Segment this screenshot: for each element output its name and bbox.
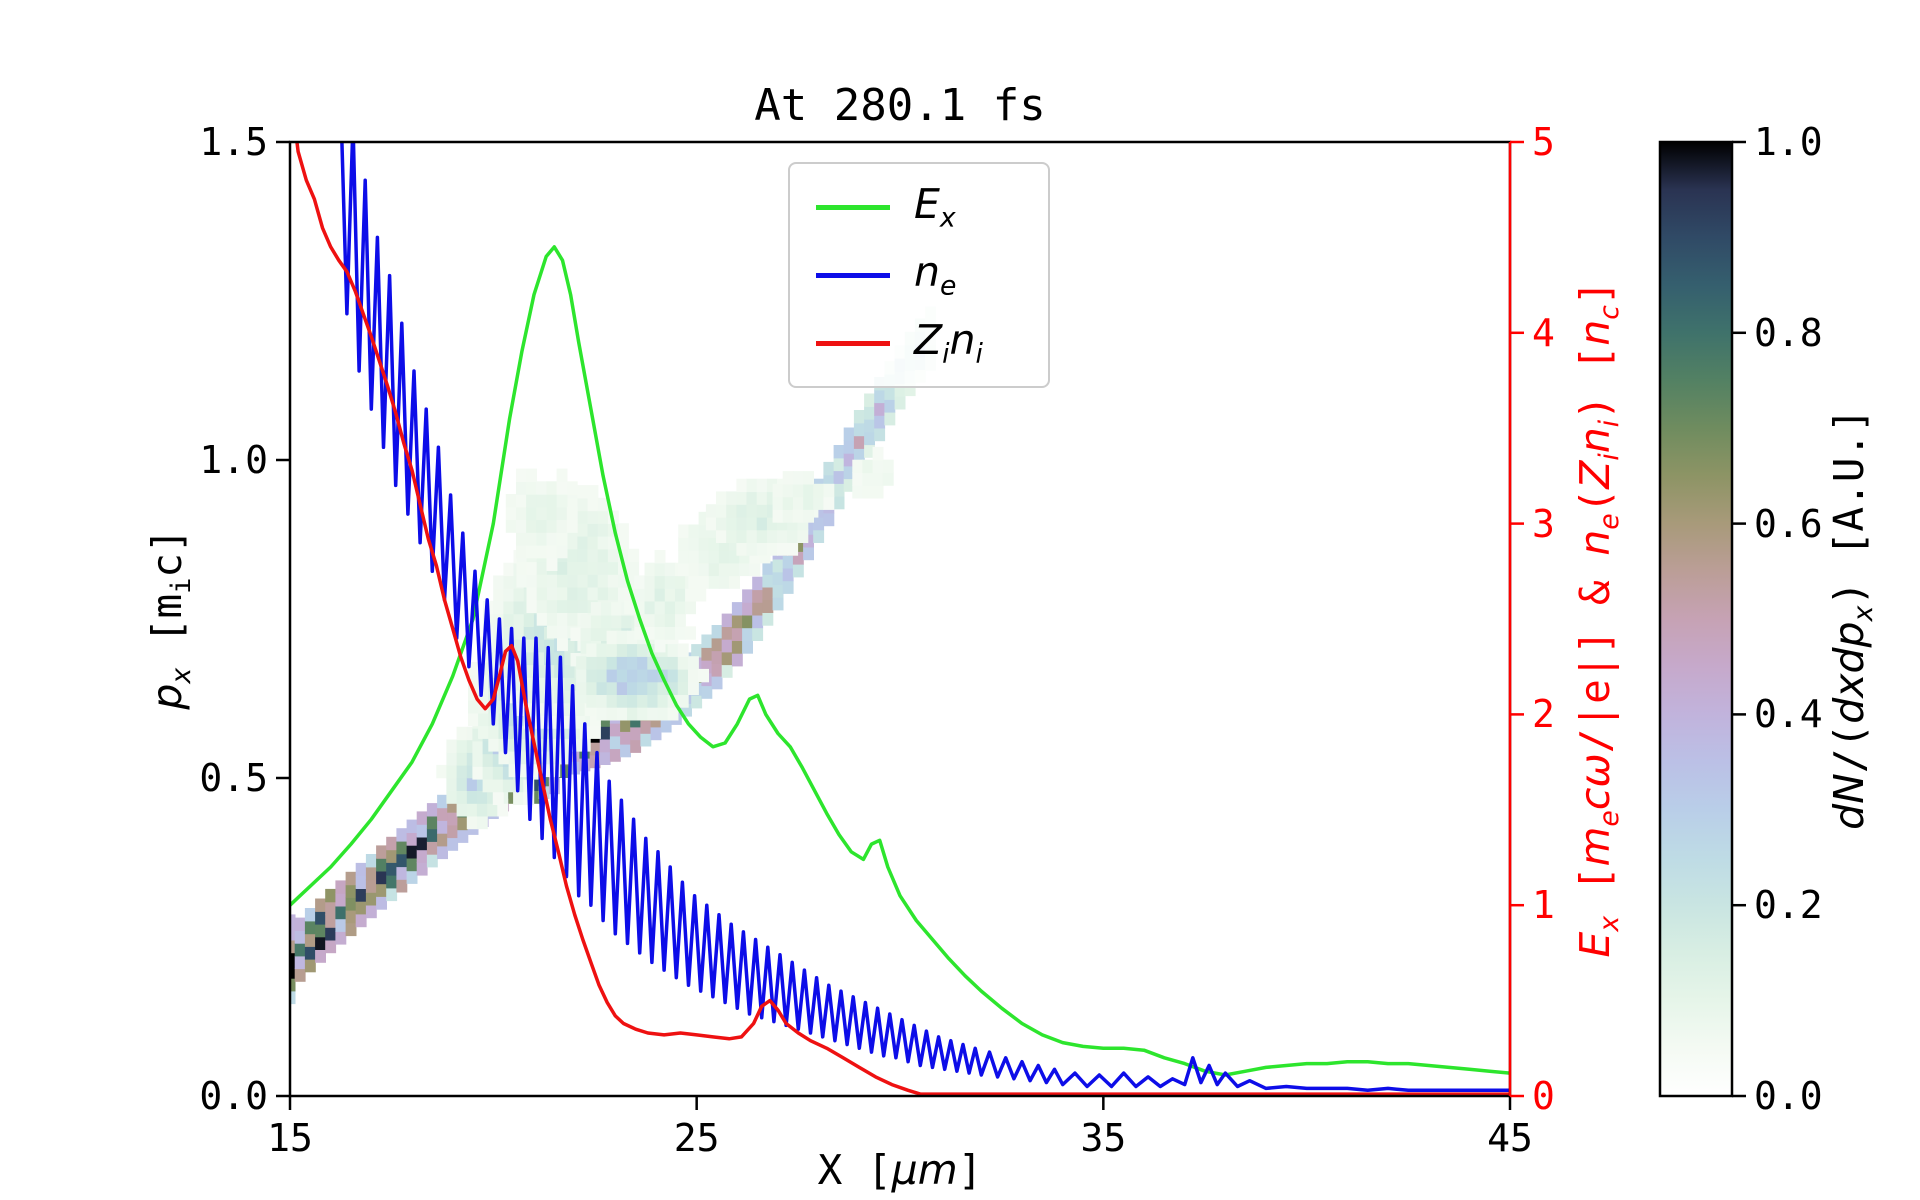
y-right-tick-label: 3 <box>1532 501 1555 546</box>
legend-line-sample-ne <box>816 272 890 278</box>
x-tick-label: 15 <box>267 1116 313 1160</box>
legend-entry-Ex: Ex <box>816 180 1022 234</box>
legend-line-sample-Ex <box>816 204 890 210</box>
y-right-tick-label: 4 <box>1532 310 1555 355</box>
colorbar-gradient <box>1660 142 1732 1096</box>
series-Zini-line <box>295 142 1510 1096</box>
y-right-tick-label: 0 <box>1532 1074 1555 1118</box>
colorbar-tick-label: 0.6 <box>1754 501 1823 546</box>
y-left-tick-label: 0.5 <box>199 756 268 800</box>
x-tick-label: 25 <box>673 1116 720 1160</box>
y-right-tick-label: 5 <box>1532 120 1555 164</box>
colorbar-tick-label: 0.2 <box>1754 883 1823 928</box>
legend-label-Ex: Ex <box>914 180 956 234</box>
y-right-tick-label: 2 <box>1532 692 1555 737</box>
colorbar-tick-label: 0.0 <box>1754 1074 1823 1118</box>
colorbar-tick-label: 0.4 <box>1754 692 1823 737</box>
y-left-tick-label: 0.0 <box>199 1074 268 1118</box>
legend: Ex ne Zini <box>788 162 1050 388</box>
x-tick-label: 35 <box>1080 1116 1127 1160</box>
colorbar-label: dN/(dxdpx) [A.U.] <box>1825 408 1879 830</box>
plot-title: At 280.1 fs <box>754 80 1046 131</box>
y-axis-label-right: Ex [mecω/|e|] & ne(Zini) [nc] <box>1571 280 1625 958</box>
legend-entry-Zini: Zini <box>816 316 1022 370</box>
series-ne-line <box>340 142 1510 1093</box>
legend-line-sample-Zini <box>816 340 890 346</box>
x-tick-label: 45 <box>1487 1116 1533 1160</box>
y-left-tick-label: 1.0 <box>199 438 268 482</box>
y-left-tick-label: 1.5 <box>199 120 268 164</box>
series-Ex-line <box>290 245 1510 1077</box>
colorbar-tick-label: 1.0 <box>1754 120 1823 164</box>
legend-label-ne: ne <box>914 248 957 302</box>
legend-label-Zini: Zini <box>914 316 983 370</box>
axis-ticks <box>276 140 1746 1110</box>
x-axis-label: X [μm] <box>817 1146 983 1194</box>
y-axis-label-left: px [mic] <box>143 528 197 710</box>
legend-entry-ne: ne <box>816 248 1022 302</box>
series-lines <box>290 142 1510 1096</box>
y-right-tick-label: 1 <box>1532 883 1555 928</box>
colorbar-frame <box>1658 140 1734 1098</box>
colorbar-tick-label: 0.8 <box>1754 310 1823 355</box>
